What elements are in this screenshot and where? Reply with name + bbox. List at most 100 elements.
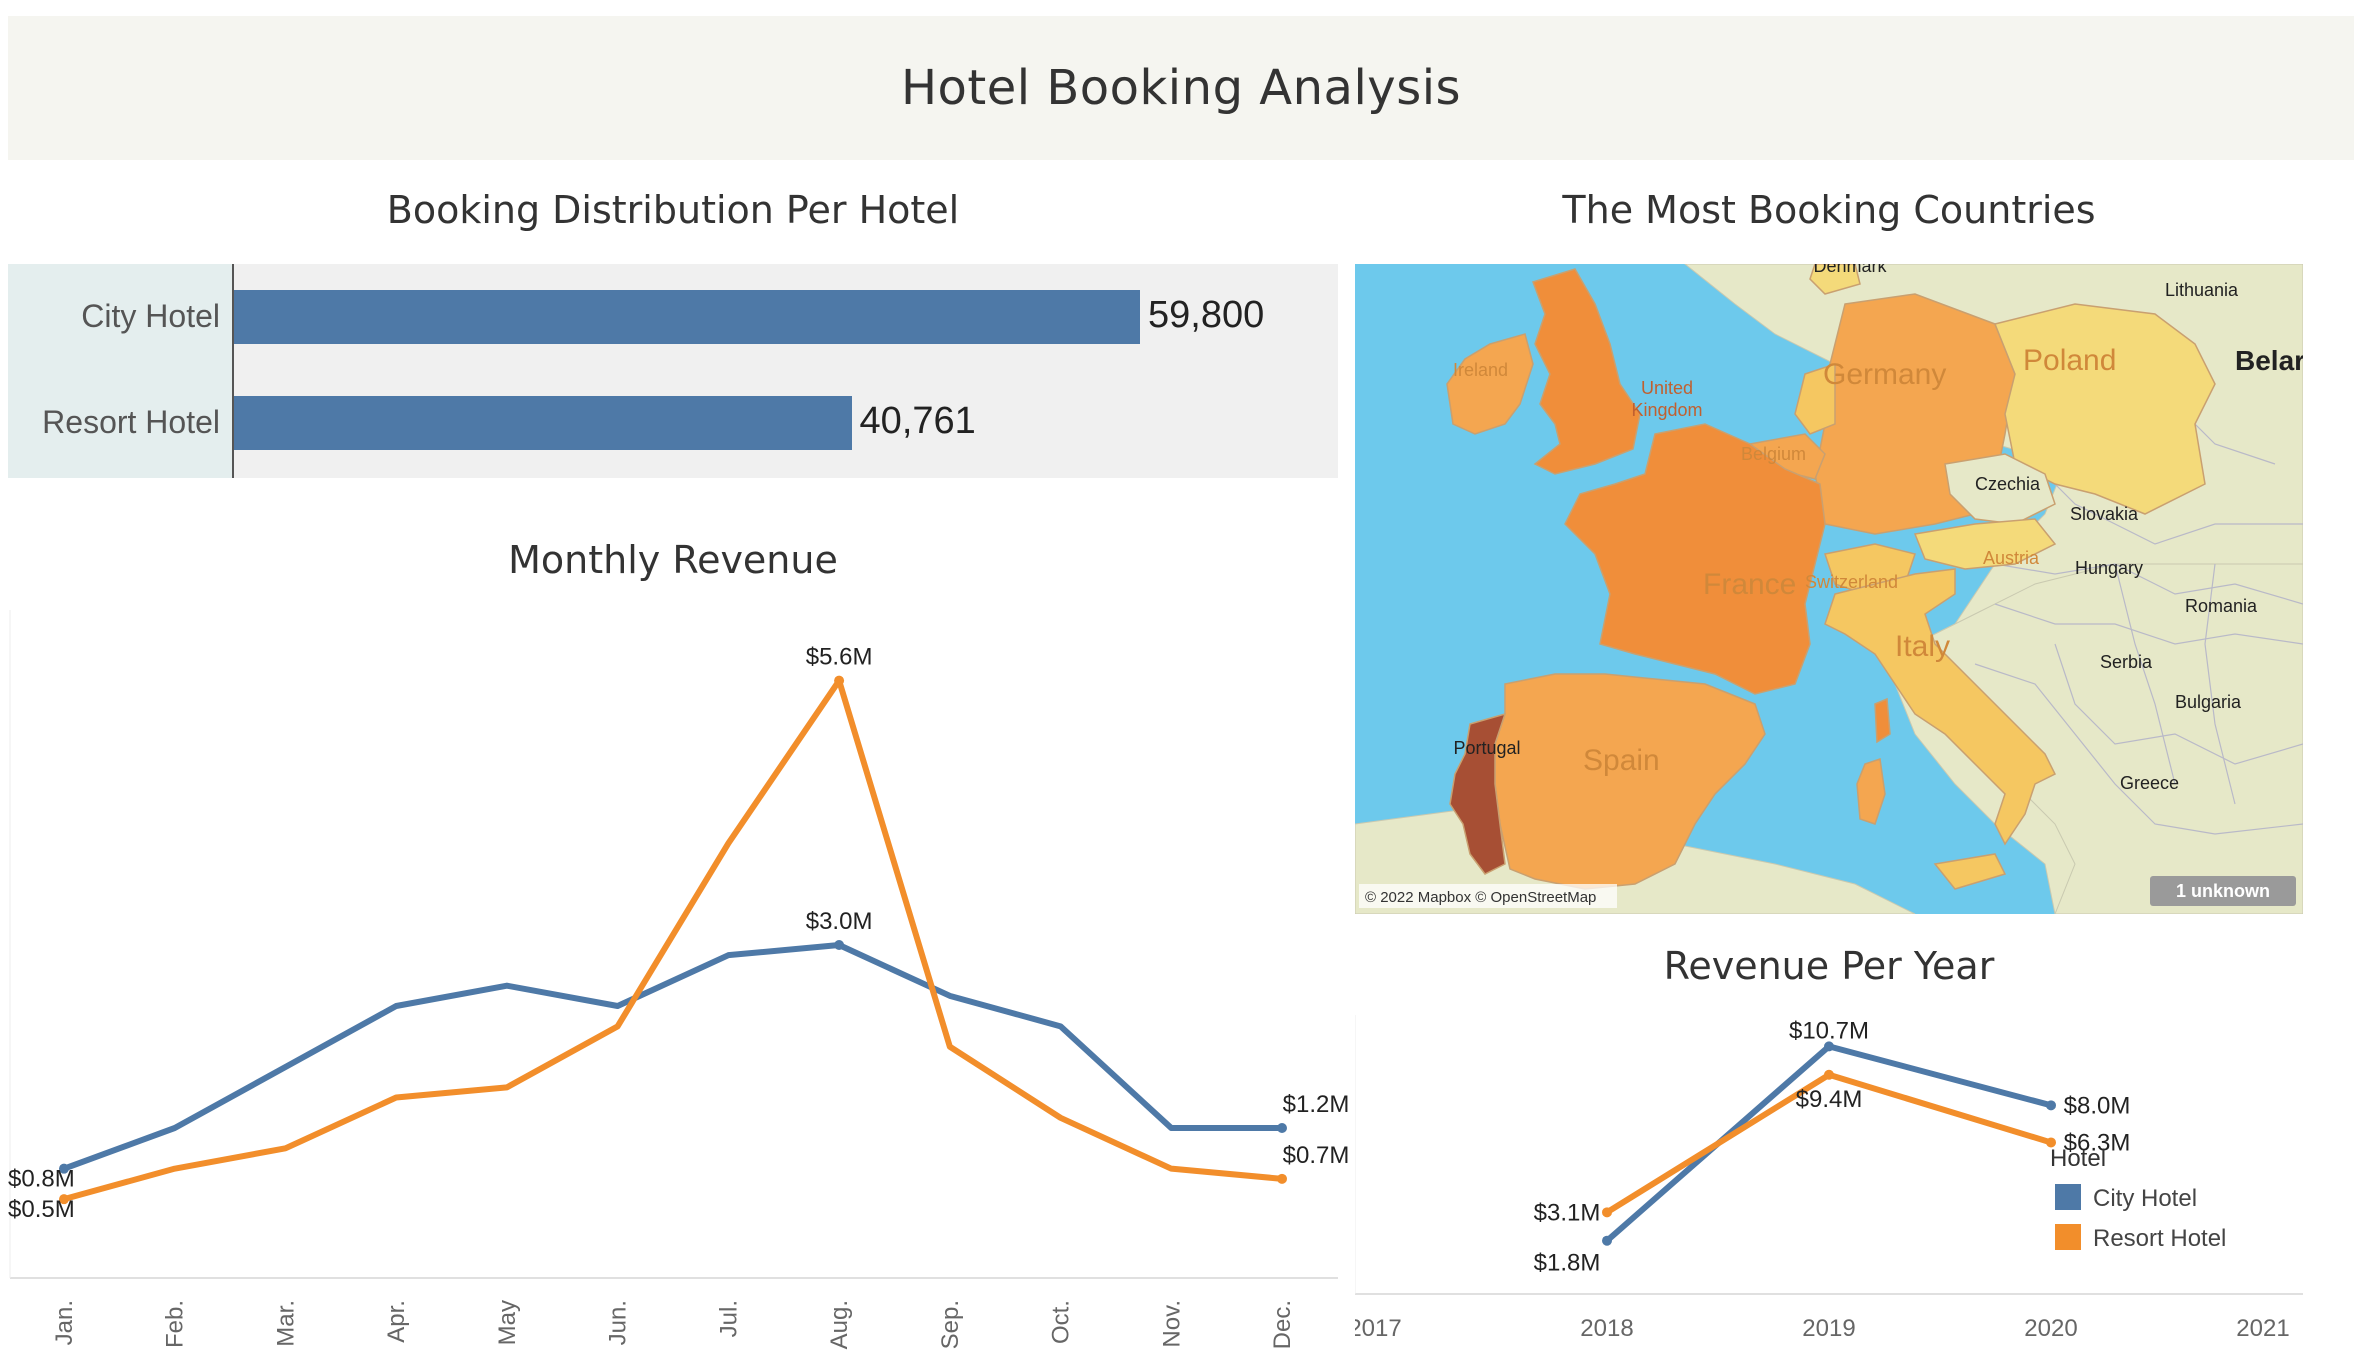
monthly-point-label: $0.8M [8,1166,75,1193]
map-label-czechia: Czechia [1975,474,2041,494]
countries-map-title: The Most Booking Countries [1562,188,2096,232]
country-poland[interactable] [1993,303,2216,515]
map-label-denmark: Denmark [1813,264,1887,276]
yearly-point-marker[interactable] [1602,1207,1612,1218]
map-labels-countries: Ireland Poland Germany Belgium Austria S… [1453,344,2116,777]
map-label-slovakia: Slovakia [2070,504,2139,524]
country-netherlands[interactable] [1794,362,1836,435]
yearly-point-label: $8.0M [2064,1092,2131,1119]
month-tick-label: Apr. [383,1300,410,1343]
month-tick-label: Feb. [162,1300,189,1348]
countries-map[interactable]: Denmark Lithuania Belar Czechia Slovakia… [1355,264,2303,914]
yearly-point-label: $1.8M [1534,1250,1601,1277]
unknown-badge[interactable] [2150,876,2296,906]
legend-label-resort-hotel[interactable]: Resort Hotel [2093,1225,2226,1252]
bar-value-resort-hotel: 40,761 [859,400,976,442]
map-attribution-bg [1359,884,1617,908]
month-tick-label: Nov. [1158,1300,1185,1348]
monthly-point-label: $0.5M [8,1196,75,1223]
yearly-point-marker[interactable] [1602,1235,1612,1246]
map-label-germany: Germany [1823,358,1946,391]
country-italy-sardinia[interactable] [1856,758,1886,825]
bar-value-city-hotel: 59,800 [1148,294,1265,336]
country-portugal[interactable] [1449,712,1507,875]
booking-distribution-title: Booking Distribution Per Hotel [386,188,960,232]
yearly-point-label: $3.1M [1534,1199,1601,1226]
yearly-point-marker[interactable] [1824,1069,1834,1080]
legend-swatch-city-hotel [2055,1184,2081,1210]
map-label-lithuania: Lithuania [2165,280,2239,300]
revenue-per-year-chart[interactable]: 2017 2018 2019 2020 2021 $1.8M $10.7M $8.0M $3.… [1355,1010,2303,1360]
map-label-romania: Romania [2185,596,2258,616]
map-label-spain: Spain [1583,744,1660,777]
legend-title: Hotel [2050,1145,2106,1172]
map-label-hungary: Hungary [2075,558,2143,578]
monthly-point-marker[interactable] [59,1163,69,1174]
map-label-italy: Italy [1895,630,1950,663]
map-label-poland: Poland [2023,344,2116,377]
yearly-point-label: $6.3M [2064,1129,2131,1156]
map-label-austria: Austria [1983,548,2040,568]
yearly-point-marker[interactable] [1824,1041,1834,1052]
monthly-point-marker[interactable] [59,1194,69,1205]
bar-label-resort-hotel: Resort Hotel [42,404,220,440]
monthly-point-marker[interactable] [834,940,845,950]
map-label-portugal: Portugal [1453,738,1520,758]
yearly-point-label: $10.7M [1789,1017,1869,1044]
map-labels: Denmark Lithuania Belar Czechia Slovakia… [1813,264,2303,793]
map-label-belarus: Belar [2235,345,2303,376]
yearly-point-marker[interactable] [2046,1100,2056,1111]
map-label-uk-line2: Kingdom [1631,400,1702,420]
year-tick-label: 2018 [1580,1315,1633,1342]
country-uk[interactable] [1532,268,1641,475]
bar-label-city-hotel: City Hotel [81,298,220,334]
legend-swatch-resort-hotel [2055,1224,2081,1250]
country-italy-sicily[interactable] [1933,853,2007,890]
monthly-point-marker[interactable] [834,675,845,686]
month-tick-label: Jul. [715,1300,742,1337]
bar-resort-hotel[interactable] [234,396,852,450]
map-label-greece: Greece [2120,773,2179,793]
month-tick-label: Sep. [937,1300,964,1349]
monthly-series-line-city-hotel[interactable] [62,942,1282,1172]
map-label-bulgaria: Bulgaria [2175,692,2242,712]
year-tick-label: 2019 [1802,1315,1855,1342]
country-denmark[interactable] [1809,264,1861,295]
country-france[interactable] [1564,423,1826,695]
unknown-badge-label: 1 unknown [2176,881,2270,901]
monthly-point-label: $0.7M [1283,1142,1350,1169]
monthly-point-marker[interactable] [1277,1123,1287,1133]
year-tick-label: 2017 [1355,1315,1402,1342]
map-label-uk-line1: United [1641,378,1693,398]
map-attribution: © 2022 Mapbox © OpenStreetMap [1365,889,1596,906]
map-label-ireland: Ireland [1453,360,1508,380]
year-tick-label: 2020 [2024,1315,2077,1342]
legend-label-city-hotel[interactable]: City Hotel [2093,1185,2197,1212]
month-tick-label: Mar. [272,1300,299,1347]
monthly-point-label: $1.2M [1283,1091,1350,1118]
map-label-serbia: Serbia [2100,652,2153,672]
dashboard-banner: Hotel Booking Analysis [8,16,2354,160]
yearly-point-label: $9.4M [1796,1086,1863,1113]
map-label-switzerland: Switzerland [1805,572,1898,592]
year-tick-label: 2021 [2236,1315,2289,1342]
yearly-point-marker[interactable] [2046,1137,2056,1148]
yearly-legend: Hotel City Hotel Resort Hotel [2050,1145,2226,1252]
monthly-revenue-chart[interactable]: Jan. Feb. Mar. Apr. May Jun. Jul. Aug. Sep. Oct. N… [0,600,1350,1360]
month-tick-label: Jun. [605,1300,632,1345]
country-italy[interactable] [1824,568,2057,846]
booking-distribution-label-column [8,264,232,478]
monthly-point-label: $5.6M [806,644,873,671]
bar-city-hotel[interactable] [234,290,1140,344]
month-tick-label: Oct. [1048,1300,1075,1344]
monthly-series-line-resort-hotel[interactable] [63,677,1283,1203]
monthly-point-label: $3.0M [806,908,873,935]
country-france-corsica[interactable] [1874,697,1891,744]
dashboard-title: Hotel Booking Analysis [900,60,1462,116]
monthly-revenue-title: Monthly Revenue [508,538,838,582]
country-ireland[interactable] [1446,333,1534,435]
country-austria[interactable] [1913,518,2057,570]
country-czechia[interactable] [1944,453,2056,525]
revenue-per-year-title: Revenue Per Year [1663,944,1995,988]
monthly-point-marker[interactable] [1277,1173,1287,1184]
